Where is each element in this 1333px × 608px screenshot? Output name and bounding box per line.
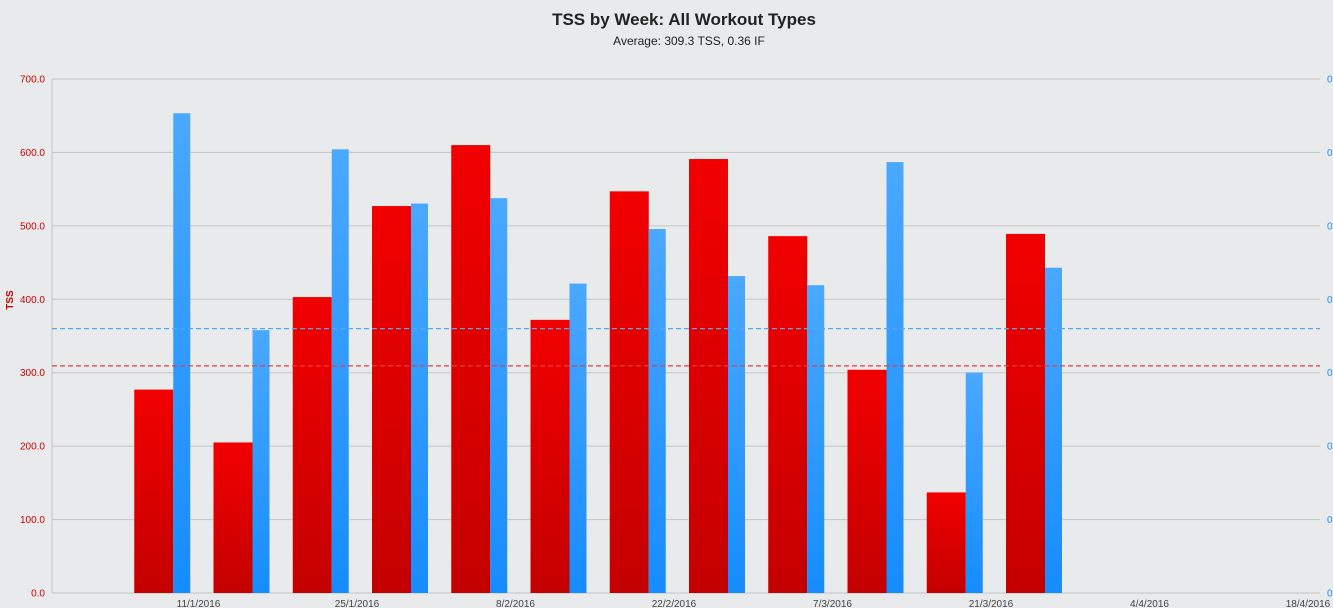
y-tick-label: 500.0	[20, 221, 45, 232]
tss-bar	[530, 319, 570, 593]
x-tick-label: 18/4/2016	[1286, 599, 1331, 608]
tss-bar	[768, 236, 808, 593]
y2-tick-label: 0	[1327, 295, 1333, 306]
y-tick-label: 300.0	[20, 368, 45, 379]
bars	[134, 113, 1062, 594]
y2-tick-label: 0	[1327, 148, 1333, 159]
tss-bar	[1006, 233, 1045, 594]
tss-bar	[292, 297, 332, 593]
tss-bar	[213, 442, 253, 593]
y2-tick-label: 0	[1327, 75, 1333, 86]
x-axis: 11/1/2016 25/1/2016 8/2/2016 22/2/2016 7/3/2…	[177, 599, 1331, 608]
y-tick-label: 600.0	[20, 148, 45, 159]
y2-tick-label: 0	[1327, 515, 1333, 526]
x-tick-label: 7/3/2016	[813, 599, 852, 608]
tss-bar	[372, 206, 411, 593]
x-tick-label: 11/1/2016	[177, 599, 221, 608]
y2-tick-label: 0	[1327, 589, 1333, 600]
y-axis-label: TSS	[5, 290, 16, 310]
x-tick-label: 4/4/2016	[1130, 599, 1169, 608]
y2-tick-label: 0	[1327, 442, 1333, 453]
if-bar	[1045, 267, 1062, 593]
if-bar	[411, 203, 428, 593]
y2-tick-label: 0	[1327, 368, 1333, 379]
y-tick-label: 700.0	[20, 75, 45, 86]
tss-bar	[926, 492, 966, 593]
x-tick-label: 22/2/2016	[652, 599, 697, 608]
tss-bar	[134, 389, 174, 593]
if-bar	[331, 149, 349, 593]
if-bar	[886, 162, 904, 593]
y-axis-right: 0 0 0 0 0 0 0 0	[1327, 75, 1333, 600]
if-bar	[490, 198, 508, 594]
tss-bar	[689, 159, 728, 593]
y-tick-label: 100.0	[20, 515, 45, 526]
tss-bar	[451, 145, 491, 594]
y-tick-label: 200.0	[20, 442, 45, 453]
chart-title: TSS by Week: All Workout Types	[552, 10, 816, 29]
if-bar	[807, 285, 825, 593]
x-tick-label: 25/1/2016	[335, 599, 380, 608]
y2-tick-label: 0	[1327, 221, 1333, 232]
if-bar	[569, 283, 587, 593]
if-bar	[173, 113, 191, 594]
chart-subtitle: Average: 309.3 TSS, 0.36 IF	[613, 34, 765, 48]
average-lines	[52, 328, 1320, 367]
tss-bar	[847, 369, 887, 593]
y-tick-label: 0.0	[31, 589, 45, 600]
y-tick-label: 400.0	[20, 295, 45, 306]
if-bar	[252, 330, 270, 593]
if-bar	[648, 229, 666, 593]
tss-bar	[609, 191, 649, 594]
x-tick-label: 21/3/2016	[969, 599, 1014, 608]
if-bar	[965, 372, 983, 593]
x-tick-label: 8/2/2016	[496, 599, 535, 608]
if-bar	[728, 276, 745, 593]
y-axis-left: 0.0 100.0 200.0 300.0 400.0 500.0 600.0 700.0	[20, 75, 45, 600]
